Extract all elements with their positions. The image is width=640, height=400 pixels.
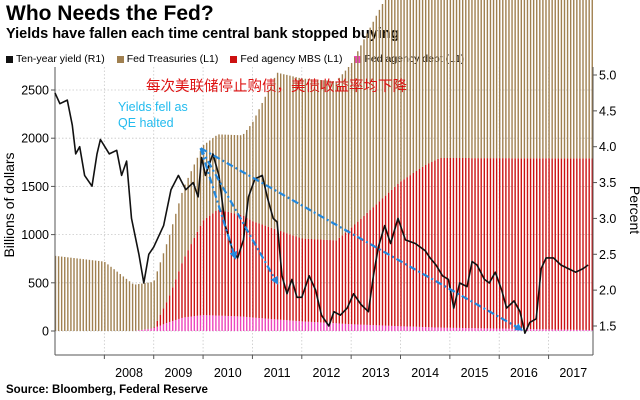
right-tick-label: 3.0 (599, 212, 616, 226)
legend-item-yield: Ten-year yield (R1) (6, 53, 105, 65)
left-tick-label: 500 (28, 276, 49, 290)
left-tick-label: 2500 (21, 84, 49, 98)
legend-label: Fed agency MBS (L1) (240, 53, 343, 65)
annotation-yields-fell-line2: QE halted (118, 116, 174, 130)
annotation-chinese: 每次美联储停止购债，美债收益率均下降 (146, 78, 407, 95)
right-tick-label: 2.5 (599, 248, 616, 262)
chart-title: Who Needs the Fed? (6, 2, 214, 25)
x-tick-label: 2011 (264, 366, 291, 380)
chart-subtitle: Yields have fallen each time central ban… (6, 26, 400, 42)
chart-source: Source: Bloomberg, Federal Reserve (6, 384, 208, 396)
chart-legend: Ten-year yield (R1) Fed Treasuries (L1) … (6, 53, 464, 65)
right-tick-label: 2.0 (599, 284, 616, 298)
right-tick-label: 3.5 (599, 176, 616, 190)
yield-line-group (54, 92, 589, 335)
right-axis-label: Percent (627, 186, 640, 234)
legend-item-mbs: Fed agency MBS (L1) (230, 53, 342, 65)
legend-label: Ten-year yield (R1) (16, 53, 105, 65)
x-tick-label: 2009 (164, 366, 192, 380)
holdings-bars (54, 0, 593, 331)
right-tick-label: 1.5 (599, 320, 616, 334)
right-tick-label: 4.5 (599, 104, 616, 118)
x-tick-label: 2016 (510, 366, 538, 380)
left-tick-label: 0 (42, 325, 49, 339)
x-tick-label: 2014 (411, 366, 439, 380)
legend-swatch (6, 55, 13, 63)
annotation-arrow (199, 147, 279, 285)
legend-swatch (230, 55, 238, 63)
legend-label: Fed agency debt (L1) (364, 53, 465, 65)
left-axis-label: Billions of dollars (1, 152, 17, 257)
left-tick-label: 2000 (21, 132, 49, 146)
x-tick-label: 2010 (214, 366, 242, 380)
x-tick-label: 2012 (313, 366, 341, 380)
yield-line (54, 92, 589, 335)
plot-frame (54, 67, 594, 356)
left-tick-label: 1500 (21, 180, 49, 194)
x-tick-label: 2015 (461, 366, 489, 380)
annotation-arrow (199, 147, 238, 260)
annotation-arrow (200, 147, 524, 331)
x-tick-label: 2017 (559, 366, 587, 380)
right-tick-label: 4.0 (599, 140, 616, 154)
x-tick-label: 2008 (115, 366, 143, 380)
legend-swatch (116, 55, 124, 63)
legend-label: Fed Treasuries (L1) (126, 53, 219, 65)
axis-ticks: 0 500 1000 1500 2000 2500 1.5 2.0 2.5 3.0 3.5 4.0 4.… (21, 69, 616, 381)
right-tick-label: 5.0 (599, 69, 616, 83)
x-tick-label: 2013 (362, 366, 390, 380)
legend-item-treasuries: Fed Treasuries (L1) (116, 53, 219, 65)
annotation-yields-fell-line1: Yields fell as (118, 100, 188, 114)
left-tick-label: 1000 (21, 228, 49, 242)
annotation-arrows (199, 147, 524, 331)
